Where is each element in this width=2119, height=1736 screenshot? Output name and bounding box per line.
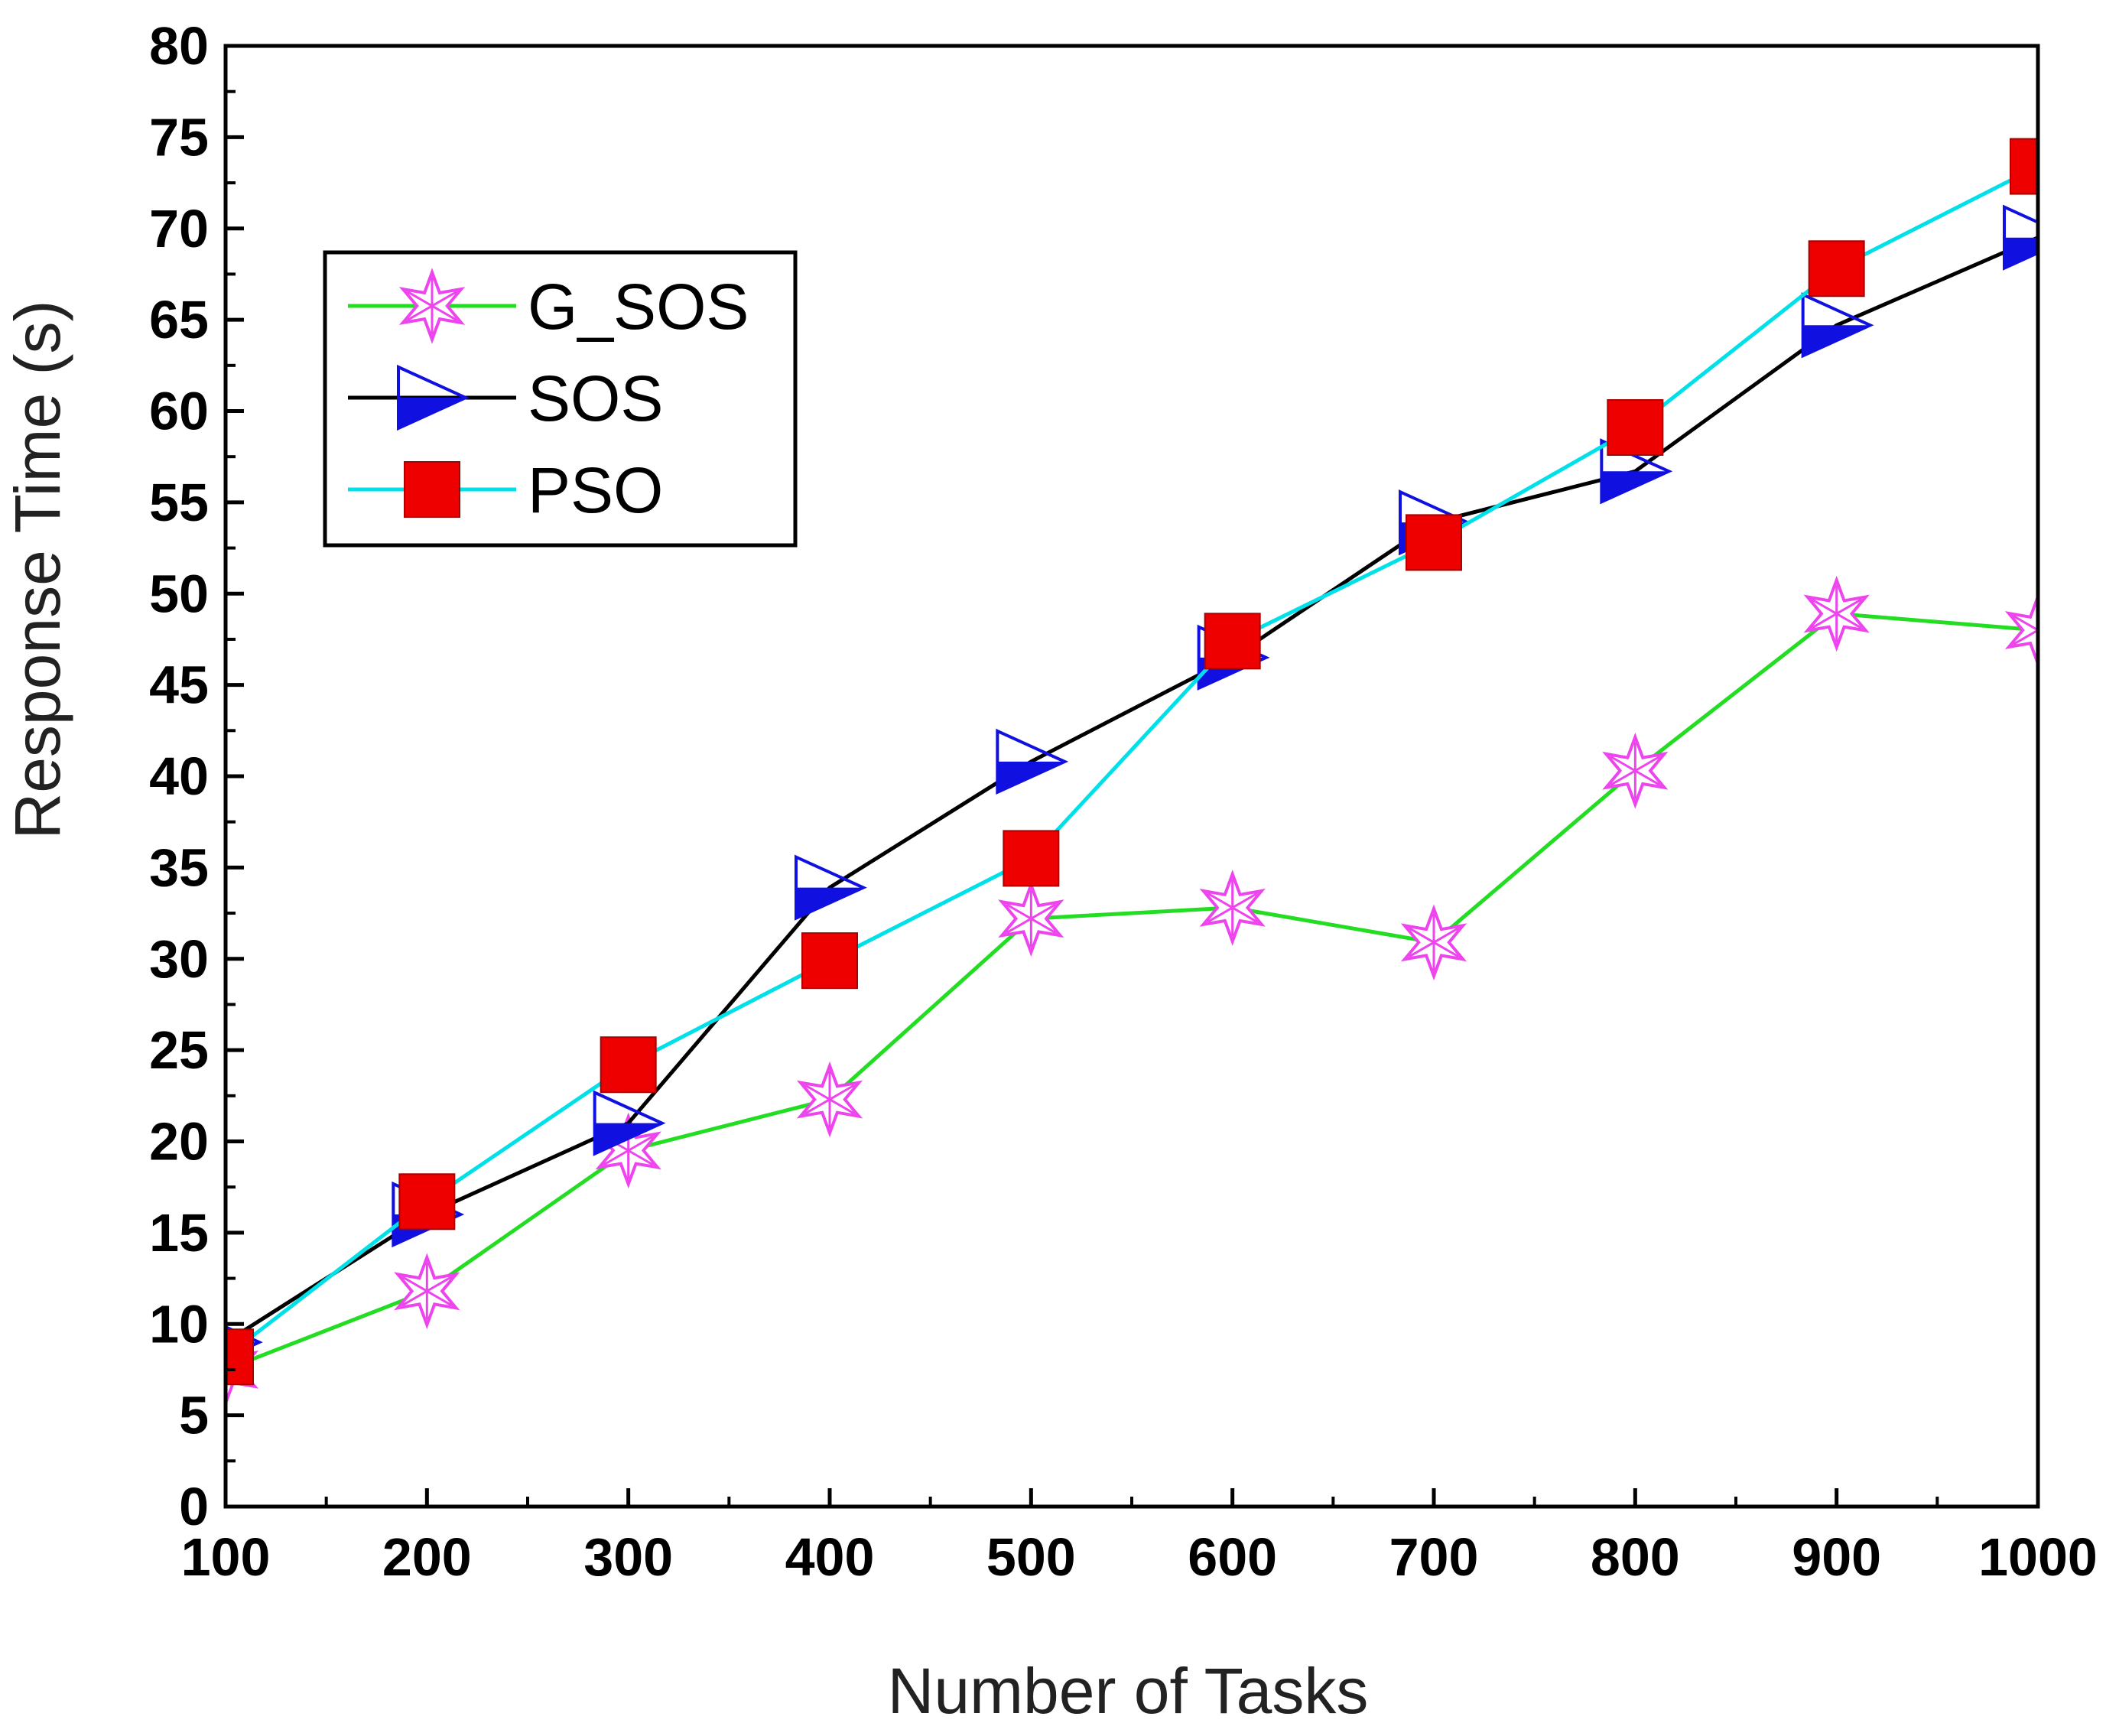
y-tick-label: 65: [149, 290, 209, 349]
data-point-pso: [398, 1173, 456, 1230]
y-tick-label: 5: [179, 1386, 209, 1445]
x-tick-label: 900: [1792, 1527, 1881, 1587]
y-tick-label: 30: [149, 929, 209, 989]
y-tick-label: 10: [149, 1294, 209, 1354]
data-point-pso: [1204, 613, 1261, 670]
y-tick-label: 35: [149, 837, 209, 897]
data-point-sos: [2003, 204, 2038, 271]
data-point-g-sos: [1006, 903, 1057, 935]
legend-item-sos: SOS: [348, 362, 663, 434]
y-tick-label: 80: [149, 16, 209, 76]
data-point-sos: [1801, 292, 1874, 359]
data-point-g-sos: [1207, 892, 1258, 923]
y-tick-label: 20: [149, 1112, 209, 1172]
x-tick-label: 100: [181, 1527, 271, 1587]
y-tick-label: 45: [149, 655, 209, 715]
y-tick-label: 70: [149, 199, 209, 258]
data-point-pso: [1406, 514, 1462, 571]
x-tick-label: 200: [382, 1527, 472, 1587]
data-point-g-sos: [2004, 592, 2038, 668]
y-tick-label: 60: [149, 382, 209, 441]
y-axis-title: Response Time (s): [2, 301, 73, 840]
y-tick-label: 40: [149, 746, 209, 806]
data-point-pso: [1003, 830, 1060, 887]
data-point-pso: [1607, 398, 1664, 456]
data-point-g-sos: [1408, 927, 1460, 958]
data-point-g-sos: [804, 1084, 856, 1115]
legend-label-sos: SOS: [528, 362, 663, 434]
x-axis-title: Number of Tasks: [888, 1655, 1369, 1727]
data-point-sos: [2004, 237, 2038, 268]
data-point-g-sos: [401, 1276, 453, 1307]
series-pso: [226, 138, 2038, 1386]
data-point-pso: [226, 1328, 254, 1386]
data-point-g-sos: [2012, 629, 2038, 645]
legend-item-pso: PSO: [348, 454, 663, 526]
x-tick-label: 700: [1389, 1527, 1479, 1587]
series-line-pso: [226, 164, 2038, 1359]
legend-item-g-sos: G_SOS: [348, 268, 749, 344]
data-point-pso: [801, 932, 858, 990]
legend-label-pso: PSO: [528, 454, 663, 526]
data-point-g-sos: [1811, 598, 1862, 629]
series-line-g-sos: [226, 611, 2038, 1372]
legend-marker-g-sos: [406, 291, 458, 321]
data-point-sos: [593, 1090, 666, 1156]
legend-marker-sos: [397, 364, 470, 431]
y-tick-label: 50: [149, 564, 209, 623]
x-tick-label: 800: [1591, 1527, 1680, 1587]
y-tick-label: 0: [179, 1477, 209, 1536]
legend-label-g-sos: G_SOS: [528, 271, 749, 343]
y-tick-label: 25: [149, 1020, 209, 1080]
data-point-sos: [795, 854, 867, 921]
y-tick-label: 15: [149, 1203, 209, 1263]
y-tick-label: 55: [149, 473, 209, 532]
data-point-g-sos: [2012, 615, 2038, 632]
legend: G_SOS SOS PSO: [323, 250, 798, 548]
x-tick-label: 600: [1188, 1527, 1277, 1587]
series-g-sos: [226, 575, 2038, 1408]
series-layer: [226, 138, 2038, 1408]
x-tick-label: 1000: [1978, 1527, 2098, 1587]
x-tick-label: 500: [986, 1527, 1076, 1587]
data-point-g-sos: [1610, 755, 1661, 786]
x-tick-label: 400: [785, 1527, 875, 1587]
legend-marker-pso: [404, 461, 460, 518]
data-point-pso: [2010, 138, 2038, 195]
data-point-sos: [1600, 438, 1673, 505]
data-point-sos: [996, 728, 1069, 795]
series-line-sos: [226, 236, 2038, 1344]
data-point-pso: [600, 1036, 657, 1094]
x-tick-label: 300: [583, 1527, 673, 1587]
axes: 0 5 10 15 20 25 30 35 40 45 50 55 60 65 70 75 80 100 200 30…: [149, 16, 2098, 1587]
data-point-pso: [1808, 240, 1865, 297]
y-tick-label: 75: [149, 107, 209, 167]
